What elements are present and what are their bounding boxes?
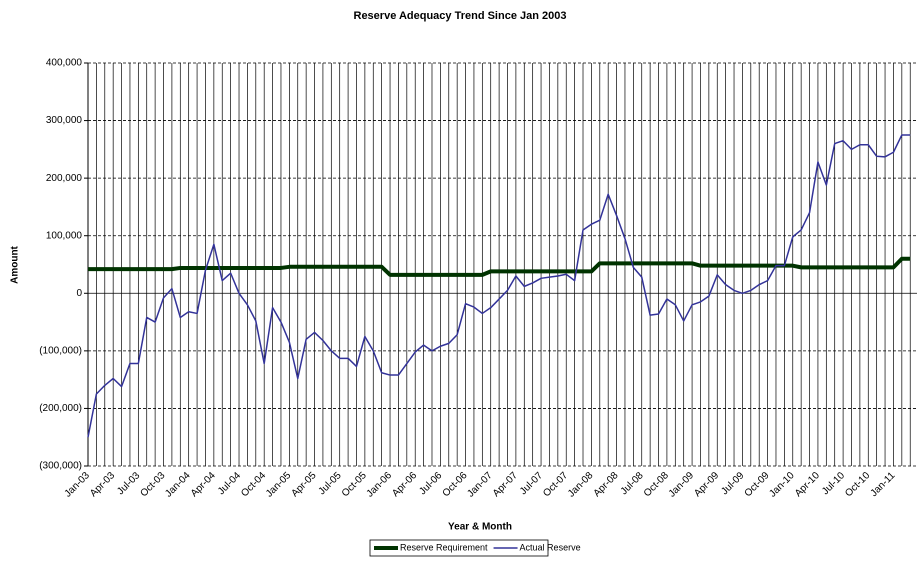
x-tick-label: Jan-11 bbox=[869, 470, 898, 499]
x-tick-label: Jan-10 bbox=[767, 470, 797, 500]
x-tick-label: Apr-03 bbox=[88, 470, 117, 499]
x-axis-title: Year & Month bbox=[448, 522, 512, 533]
y-tick-label: 100,000 bbox=[46, 230, 83, 241]
x-tick-label: Jan-03 bbox=[63, 470, 93, 500]
y-tick-label: 300,000 bbox=[46, 115, 83, 126]
x-tick-label: Jan-09 bbox=[667, 470, 697, 500]
x-tick-label: Oct-07 bbox=[541, 470, 570, 499]
x-tick-label: Jul-10 bbox=[820, 470, 847, 497]
x-tick-label: Apr-08 bbox=[592, 470, 621, 499]
x-tick-label: Oct-04 bbox=[239, 470, 268, 499]
y-tick-label: (200,000) bbox=[39, 403, 82, 414]
x-tick-label: Apr-06 bbox=[390, 470, 419, 499]
series-line bbox=[87, 134, 911, 438]
legend-box bbox=[369, 539, 549, 557]
y-axis-title: Amount bbox=[10, 245, 21, 283]
y-tick-label: 200,000 bbox=[46, 173, 83, 184]
y-tick-label: (100,000) bbox=[39, 345, 82, 356]
x-tick-label: Apr-10 bbox=[793, 470, 822, 499]
x-tick-label: Jul-05 bbox=[317, 470, 344, 497]
x-tick-label: Oct-03 bbox=[138, 470, 167, 499]
x-tick-label: Jul-07 bbox=[518, 470, 545, 497]
x-tick-label: Oct-08 bbox=[642, 470, 671, 499]
y-tick-label: 0 bbox=[76, 288, 82, 299]
x-tick-label: Apr-04 bbox=[189, 470, 218, 499]
x-tick-label: Apr-09 bbox=[692, 470, 721, 499]
x-tick-label: Jan-06 bbox=[365, 470, 395, 500]
x-tick-label: Jul-04 bbox=[216, 470, 243, 497]
legend-label: Actual Reserve bbox=[520, 542, 581, 552]
x-tick-label: Oct-09 bbox=[743, 470, 772, 499]
x-tick-label: Apr-05 bbox=[290, 470, 319, 499]
x-tick-label: Jan-04 bbox=[163, 470, 193, 500]
x-tick-label: Jul-09 bbox=[719, 470, 746, 497]
x-tick-label: Oct-05 bbox=[340, 470, 369, 499]
legend-label: Reserve Requirement bbox=[400, 542, 488, 552]
y-tick-label: 400,000 bbox=[46, 58, 83, 69]
x-tick-label: Oct-06 bbox=[441, 470, 470, 499]
x-tick-label: Jul-03 bbox=[115, 470, 142, 497]
x-tick-label: Jul-08 bbox=[619, 470, 646, 497]
x-tick-label: Jan-08 bbox=[566, 470, 596, 500]
x-tick-label: Jul-06 bbox=[417, 470, 444, 497]
x-tick-label: Apr-07 bbox=[491, 470, 520, 499]
x-tick-label: Jan-07 bbox=[465, 470, 495, 500]
series-line bbox=[88, 256, 911, 277]
chart-title: Reserve Adequacy Trend Since Jan 2003 bbox=[354, 10, 567, 22]
x-tick-label: Oct-10 bbox=[843, 470, 872, 499]
y-tick-label: (300,000) bbox=[39, 461, 82, 472]
x-tick-label: Jan-05 bbox=[264, 470, 294, 500]
